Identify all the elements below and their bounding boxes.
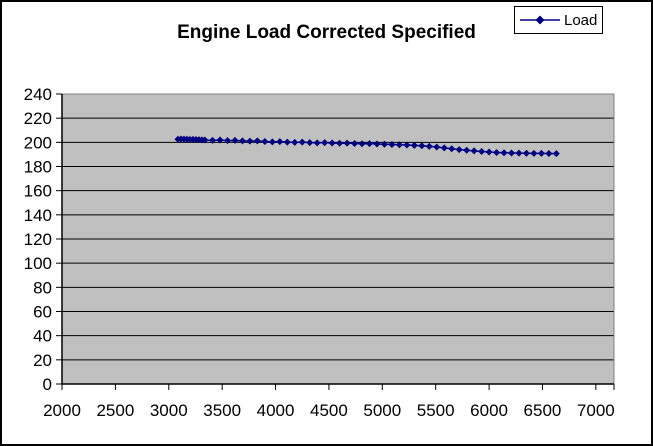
data-point-marker — [201, 136, 209, 144]
data-point-marker — [537, 149, 545, 157]
data-point-marker — [358, 140, 366, 148]
y-tick-label: 20 — [33, 351, 52, 370]
data-point-marker — [298, 138, 306, 146]
data-point-marker — [380, 140, 388, 148]
data-point-marker — [515, 149, 523, 157]
data-point-marker — [336, 139, 344, 147]
x-tick-label: 6500 — [524, 401, 562, 420]
x-tick-label: 4000 — [257, 401, 295, 420]
data-point-marker — [283, 138, 291, 146]
data-point-marker — [365, 140, 373, 148]
legend-series-marker-icon — [520, 15, 560, 25]
data-point-marker — [410, 141, 418, 149]
x-tick-label: 5000 — [363, 401, 401, 420]
x-tick-label: 3500 — [203, 401, 241, 420]
data-point-marker — [545, 149, 553, 157]
x-tick-label: 4500 — [310, 401, 348, 420]
y-tick-label: 180 — [24, 158, 52, 177]
data-point-marker — [418, 142, 426, 150]
data-point-marker — [485, 148, 493, 156]
x-tick-label: 7000 — [577, 401, 615, 420]
data-point-marker — [276, 138, 284, 146]
y-tick-label: 200 — [24, 133, 52, 152]
data-point-marker — [552, 150, 560, 158]
data-point-marker — [253, 137, 261, 145]
data-point-marker — [508, 149, 516, 157]
data-point-marker — [395, 141, 403, 149]
data-point-marker — [455, 146, 463, 154]
data-point-marker — [291, 138, 299, 146]
y-tick-label: 0 — [43, 375, 52, 394]
chart-title: Engine Load Corrected Specified — [177, 22, 476, 43]
y-tick-label: 120 — [24, 230, 52, 249]
data-point-marker — [223, 137, 231, 145]
y-tick-label: 140 — [24, 206, 52, 225]
data-point-marker — [351, 140, 359, 148]
data-point-marker — [530, 149, 538, 157]
data-point-marker — [470, 147, 478, 155]
data-point-marker — [478, 148, 486, 156]
data-point-marker — [231, 136, 239, 144]
data-point-marker — [448, 145, 456, 153]
data-point-marker — [493, 148, 501, 156]
legend-label: Load — [564, 11, 598, 29]
y-tick-label: 60 — [33, 303, 52, 322]
legend-diamond-icon — [535, 15, 545, 25]
y-tick-label: 220 — [24, 109, 52, 128]
data-point-marker — [463, 146, 471, 154]
data-point-marker — [500, 149, 508, 157]
data-point-marker — [328, 139, 336, 147]
x-tick-label: 3000 — [150, 401, 188, 420]
data-point-marker — [321, 139, 329, 147]
y-tick-label: 100 — [24, 254, 52, 273]
x-tick-label: 2000 — [43, 401, 81, 420]
legend[interactable]: Load — [514, 6, 603, 34]
data-point-marker — [306, 139, 314, 147]
x-tick-label: 6000 — [470, 401, 508, 420]
data-point-marker — [373, 140, 381, 148]
data-point-marker — [209, 136, 217, 144]
y-tick-label: 40 — [33, 327, 52, 346]
y-tick-label: 240 — [24, 85, 52, 104]
data-point-marker — [343, 139, 351, 147]
x-tick-label: 2500 — [96, 401, 134, 420]
y-tick-label: 80 — [33, 278, 52, 297]
y-tick-label: 160 — [24, 182, 52, 201]
data-point-marker — [261, 137, 269, 145]
data-point-marker — [433, 143, 441, 151]
data-point-marker — [246, 137, 254, 145]
data-point-marker — [388, 141, 396, 149]
data-point-marker — [425, 142, 433, 150]
data-point-marker — [440, 144, 448, 152]
x-tick-label: 5500 — [417, 401, 455, 420]
data-point-marker — [522, 149, 530, 157]
data-point-marker — [216, 136, 224, 144]
data-point-marker — [403, 141, 411, 149]
data-point-marker — [313, 139, 321, 147]
data-point-marker — [268, 138, 276, 146]
data-point-marker — [238, 137, 246, 145]
